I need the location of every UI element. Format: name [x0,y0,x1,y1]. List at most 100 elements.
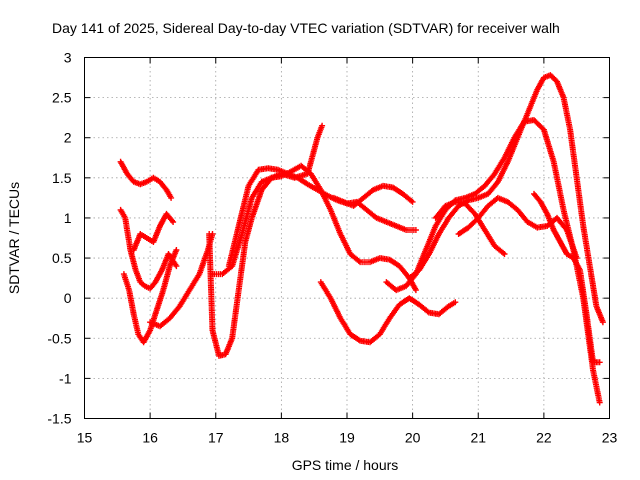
data-point [300,165,302,167]
data-point [251,197,253,199]
x-tick-label: 17 [208,430,224,446]
x-tick-label: 18 [274,430,290,446]
data-point [139,233,141,235]
grid-lines [84,57,610,419]
data-point [343,201,345,203]
data-point [321,125,323,127]
data-point [152,177,154,179]
data-point [359,340,361,342]
data-point [589,265,591,267]
data-point [389,259,391,261]
data-point [474,213,476,215]
data-point [467,199,469,201]
data-point [175,249,177,251]
data-point [146,181,148,183]
data-point [526,113,529,115]
data-point [458,233,460,235]
plus-markers [117,158,175,201]
data-point [444,205,446,207]
data-point [418,269,420,271]
data-point [326,194,328,197]
plus-markers [130,210,177,253]
x-tick-label: 20 [405,430,421,446]
data-point [225,353,227,355]
data-point [385,221,387,223]
data-point [161,269,163,271]
data-point [124,217,126,219]
data-point [307,183,309,185]
data-point [188,289,191,291]
data-point [579,269,581,271]
data-point [159,181,161,183]
data-point [133,313,135,315]
x-axis-label: GPS time / hours [292,457,399,473]
plus-markers [317,279,459,346]
data-point [540,201,542,203]
data-point [379,257,381,259]
data-point [448,217,450,219]
data-point [454,301,456,303]
plus-markers [383,117,603,406]
data-point [179,305,181,307]
data-point [546,225,548,227]
data-point [221,273,223,275]
data-point [267,167,269,169]
data-point [159,325,161,327]
data-point [139,281,141,283]
data-point [149,287,151,290]
data-point [162,289,164,291]
data-point [330,297,332,299]
data-point [546,213,548,215]
data-point [405,229,407,231]
data-point [477,197,479,199]
data-point [418,304,420,306]
data-point [159,225,161,227]
data-point [133,181,135,183]
data-point [484,229,486,231]
data-point [477,217,479,219]
data-point [543,129,545,131]
data-point [398,304,401,306]
data-point [566,253,568,255]
x-tick-label: 21 [470,430,486,446]
data-point [290,170,292,172]
data-point [494,245,496,247]
data-point [167,253,170,255]
data-point [156,309,158,311]
data-point [169,265,171,267]
data-point [582,225,584,227]
data-point [592,369,594,371]
plus-markers [225,165,419,270]
data-point [572,257,575,259]
data-point [251,217,253,219]
data-point [435,217,437,219]
data-point [425,249,427,251]
data-point [144,285,146,287]
data-point [316,137,319,139]
data-point [139,183,141,185]
data-point [123,273,125,275]
data-point [120,161,122,163]
data-point [454,201,456,203]
data-point [487,205,489,207]
data-point [333,197,335,199]
data-point [549,74,552,76]
data-point [595,305,598,307]
axes: 15 16 17 18 19 20 21 22 23 3 2.5 2 1.5 1 0.5 0 -0.5 -1 -1.… [47,50,617,446]
data-point [369,261,371,263]
data-point [261,189,263,191]
series-arc8 [225,165,419,270]
y-tick-label: -1 [59,370,72,386]
data-point [599,401,601,404]
data-point [375,217,378,219]
data-point [175,265,177,267]
data-point [149,329,151,331]
data-point [297,177,299,179]
data-point [198,273,200,275]
data-point [120,209,122,211]
data-point [316,189,319,191]
data-point [135,269,137,271]
data-point [238,225,240,227]
data-point [165,189,168,191]
